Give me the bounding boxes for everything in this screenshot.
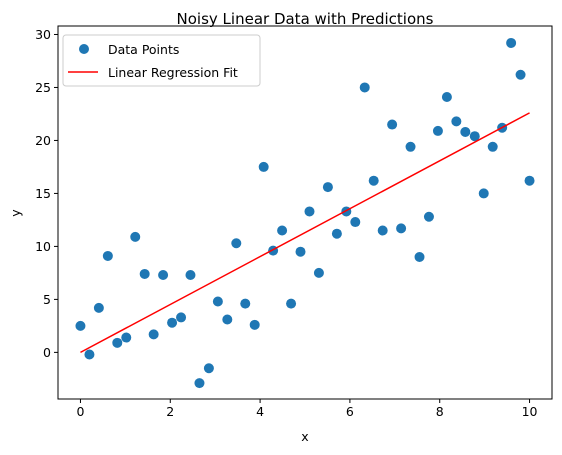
regression-line bbox=[80, 112, 530, 354]
data-point bbox=[295, 246, 306, 257]
x-tick-label: 10 bbox=[522, 404, 538, 419]
plot-frame bbox=[57, 25, 553, 400]
data-point bbox=[524, 175, 535, 186]
data-point bbox=[185, 270, 196, 281]
data-layer bbox=[75, 37, 535, 389]
data-point bbox=[231, 238, 242, 249]
x-axis-ticks: 0 2 4 6 8 10 bbox=[76, 399, 538, 419]
data-point bbox=[240, 298, 251, 309]
data-point bbox=[313, 267, 324, 278]
data-point bbox=[102, 250, 113, 261]
data-point bbox=[194, 378, 205, 389]
data-point bbox=[203, 363, 214, 374]
data-point bbox=[387, 119, 398, 130]
data-point bbox=[405, 141, 416, 152]
y-tick-label: 25 bbox=[35, 80, 51, 95]
data-point bbox=[350, 217, 361, 228]
y-axis-label: y bbox=[8, 209, 23, 217]
y-axis-ticks: 0 5 10 15 20 25 30 bbox=[35, 27, 58, 360]
data-point bbox=[423, 211, 434, 222]
legend-label-data-points: Data Points bbox=[108, 42, 179, 57]
y-tick-label: 0 bbox=[43, 345, 51, 360]
y-tick-label: 20 bbox=[35, 133, 51, 148]
x-tick-label: 2 bbox=[166, 404, 174, 419]
legend-marker-data-points bbox=[79, 44, 89, 54]
y-tick-label: 15 bbox=[35, 186, 51, 201]
data-point bbox=[487, 141, 498, 152]
x-tick-label: 4 bbox=[256, 404, 264, 419]
data-point bbox=[506, 37, 517, 48]
x-tick-label: 8 bbox=[436, 404, 444, 419]
y-tick-label: 5 bbox=[43, 292, 51, 307]
data-point bbox=[359, 82, 370, 93]
data-point bbox=[441, 91, 452, 102]
data-point bbox=[93, 302, 104, 313]
chart-title: Noisy Linear Data with Predictions bbox=[177, 10, 434, 28]
data-point bbox=[515, 69, 526, 80]
data-point bbox=[368, 175, 379, 186]
data-point bbox=[277, 225, 288, 236]
data-point bbox=[176, 312, 187, 323]
data-point bbox=[112, 337, 123, 348]
legend-label-regression-line: Linear Regression Fit bbox=[108, 65, 238, 80]
x-tick-label: 6 bbox=[346, 404, 354, 419]
data-point bbox=[148, 329, 159, 340]
data-point bbox=[331, 228, 342, 239]
data-point bbox=[469, 131, 480, 142]
x-tick-label: 0 bbox=[76, 404, 84, 419]
data-point bbox=[396, 223, 407, 234]
x-axis-label: x bbox=[301, 429, 308, 444]
data-point bbox=[84, 349, 95, 360]
data-point bbox=[249, 319, 260, 330]
data-point bbox=[322, 182, 333, 193]
data-point bbox=[222, 314, 233, 325]
y-tick-label: 30 bbox=[35, 27, 51, 42]
data-point bbox=[432, 125, 443, 136]
data-point bbox=[130, 231, 141, 242]
data-point bbox=[460, 126, 471, 137]
data-point bbox=[451, 116, 462, 127]
data-point bbox=[304, 206, 315, 217]
plot-area bbox=[57, 25, 553, 400]
data-point bbox=[158, 270, 169, 281]
data-point bbox=[286, 298, 297, 309]
data-point bbox=[121, 332, 132, 343]
data-point bbox=[258, 161, 269, 172]
data-point bbox=[75, 320, 86, 331]
legend: Data Points Linear Regression Fit bbox=[62, 34, 261, 87]
data-point bbox=[377, 225, 388, 236]
data-point bbox=[478, 188, 489, 199]
legend-box bbox=[62, 34, 261, 87]
data-point bbox=[167, 317, 178, 328]
data-point bbox=[414, 252, 425, 263]
y-tick-label: 10 bbox=[35, 239, 51, 254]
data-point bbox=[212, 296, 223, 307]
data-point bbox=[139, 268, 150, 279]
